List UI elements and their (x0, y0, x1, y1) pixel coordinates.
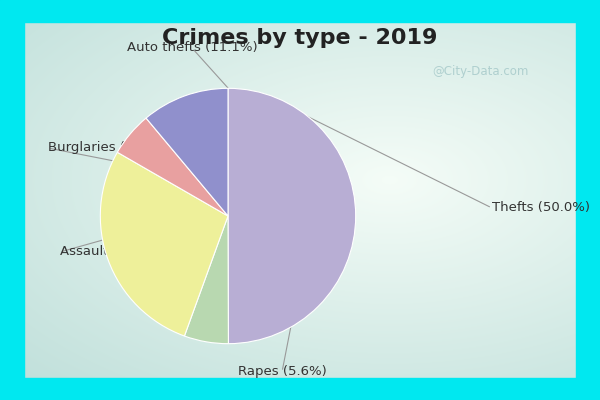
Bar (0, 378, 600, 400)
Wedge shape (100, 152, 228, 336)
Text: Burglaries (5.6%): Burglaries (5.6%) (48, 142, 164, 154)
Wedge shape (228, 88, 356, 344)
Wedge shape (184, 216, 229, 344)
Bar (0, 0, 24, 400)
Wedge shape (146, 88, 228, 216)
Text: Assaults (27.8%): Assaults (27.8%) (60, 246, 172, 258)
Text: Auto thefts (11.1%): Auto thefts (11.1%) (127, 42, 257, 54)
Text: Thefts (50.0%): Thefts (50.0%) (492, 202, 590, 214)
Bar (576, 0, 600, 400)
Text: Crimes by type - 2019: Crimes by type - 2019 (163, 28, 437, 48)
Text: Rapes (5.6%): Rapes (5.6%) (238, 366, 326, 378)
Wedge shape (118, 118, 228, 216)
Bar (0, 0, 600, 22)
Text: @City-Data.com: @City-Data.com (432, 66, 528, 78)
